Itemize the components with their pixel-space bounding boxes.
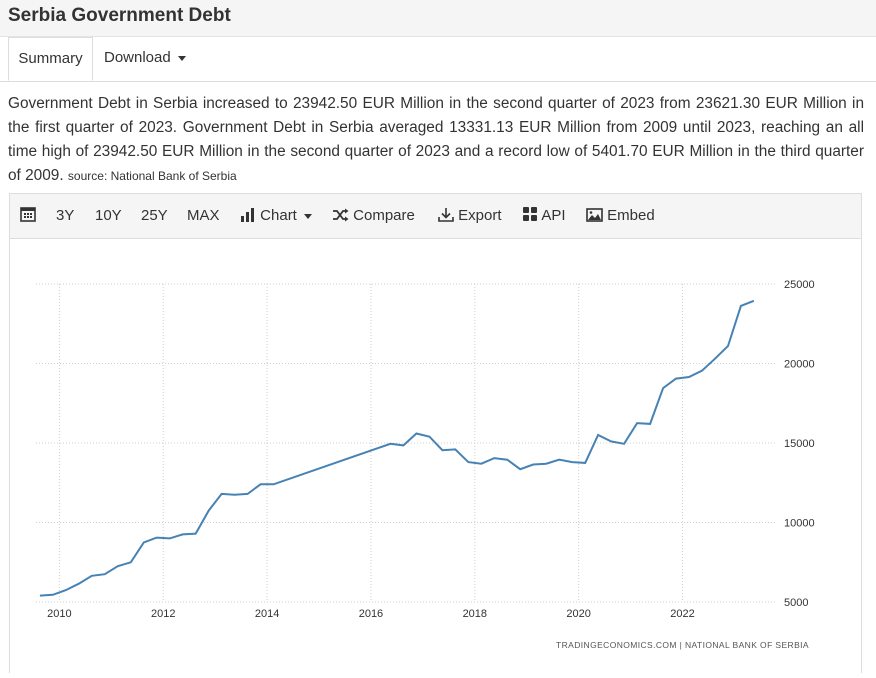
compare-button[interactable]: Compare xyxy=(332,194,415,238)
chart-credit: TRADINGECONOMICS.COM | NATIONAL BANK OF … xyxy=(556,640,809,650)
description-text: Government Debt in Serbia increased to 2… xyxy=(8,95,864,184)
x-tick-label: 2014 xyxy=(255,608,279,620)
embed-button[interactable]: Embed xyxy=(586,194,655,238)
x-tick-label: 2010 xyxy=(47,608,71,620)
compare-label: Compare xyxy=(353,207,415,224)
title-bar: Serbia Government Debt xyxy=(0,0,876,37)
tab-bar: Summary Download xyxy=(0,37,876,82)
image-icon xyxy=(586,208,603,222)
x-tick-label: 2018 xyxy=(463,608,487,620)
range-25y-button[interactable]: 25Y xyxy=(141,207,168,224)
description: Government Debt in Serbia increased to 2… xyxy=(8,92,864,188)
calendar-icon xyxy=(20,207,36,222)
embed-label: Embed xyxy=(607,207,655,224)
y-tick-label: 25000 xyxy=(784,279,815,291)
x-tick-label: 2020 xyxy=(566,608,590,620)
line-chart: 2010 2012 2014 2016 2018 2020 2022 5000 10000 15… xyxy=(36,279,815,650)
x-tick-label: 2012 xyxy=(151,608,175,620)
range-max-button[interactable]: MAX xyxy=(187,207,220,224)
range-3y-button[interactable]: 3Y xyxy=(56,207,75,224)
api-label: API xyxy=(541,207,566,224)
tab-download-label: Download xyxy=(104,49,171,66)
download-icon xyxy=(438,208,454,222)
range-10y-button[interactable]: 10Y xyxy=(95,207,122,224)
x-tick-label: 2022 xyxy=(670,608,694,620)
tab-summary[interactable]: Summary xyxy=(8,37,93,81)
y-tick-label: 10000 xyxy=(784,518,815,530)
shuffle-icon xyxy=(333,208,349,222)
caret-down-icon xyxy=(303,213,312,219)
grid-icon xyxy=(523,207,537,221)
x-tick-label: 2016 xyxy=(359,608,383,620)
chart-type-label: Chart xyxy=(260,207,297,224)
tab-download[interactable]: Download xyxy=(104,37,186,81)
api-button[interactable]: API xyxy=(522,194,566,238)
caret-down-icon xyxy=(177,55,186,61)
y-tick-label: 20000 xyxy=(784,359,815,371)
export-label: Export xyxy=(458,207,502,224)
chart-toolbar: 3Y 10Y 25Y MAX Chart Compare Export API xyxy=(9,193,862,239)
chart-type-button[interactable]: Chart xyxy=(240,194,312,238)
series-line xyxy=(39,299,755,597)
calendar-button[interactable] xyxy=(20,194,36,238)
y-tick-label: 15000 xyxy=(784,438,815,450)
y-tick-label: 5000 xyxy=(784,597,808,609)
chart-area: 2010 2012 2014 2016 2018 2020 2022 5000 10000 15… xyxy=(9,239,862,673)
page-title: Serbia Government Debt xyxy=(8,5,231,26)
bar-chart-icon xyxy=(241,208,254,222)
export-button[interactable]: Export xyxy=(438,194,502,238)
source-note: source: National Bank of Serbia xyxy=(67,169,237,183)
